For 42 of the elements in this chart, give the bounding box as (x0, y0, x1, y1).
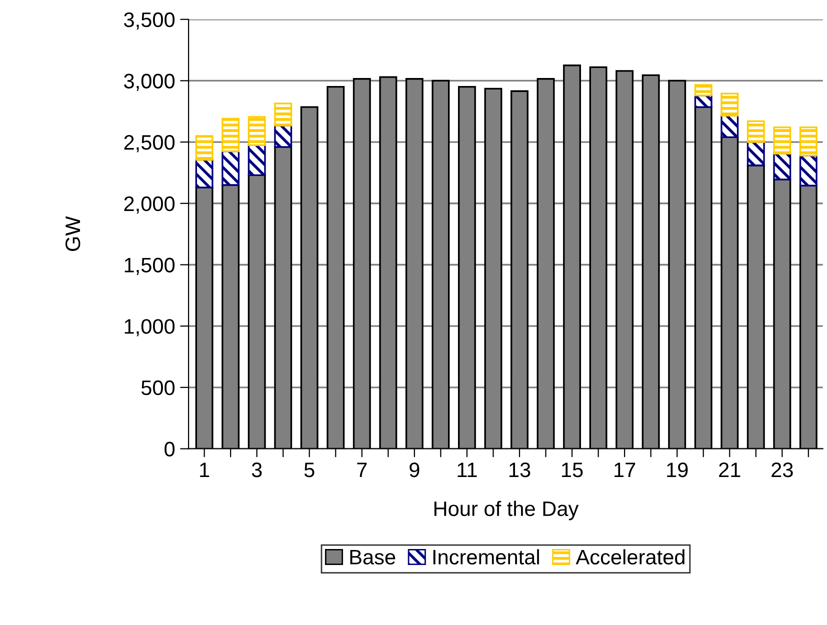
y-tick-label: 500 (141, 380, 175, 396)
bar (248, 116, 266, 146)
y-tick-label: 3,500 (124, 12, 175, 30)
bar (222, 118, 240, 152)
legend-label: Base (350, 550, 396, 565)
bar (799, 126, 818, 156)
bar (222, 150, 240, 186)
y-tick-label: 2,500 (124, 135, 175, 152)
x-tick-label: 1 (200, 462, 210, 478)
bar (274, 124, 292, 148)
x-tick-label: 21 (719, 462, 740, 478)
bar (746, 120, 765, 143)
x-tick-label: 13 (510, 462, 530, 478)
bar (694, 84, 712, 96)
bar (720, 92, 739, 117)
y-tick-label: 1,500 (124, 258, 175, 275)
bar (799, 154, 818, 186)
x-tick-label: 19 (667, 462, 688, 478)
bar (195, 135, 214, 161)
y-tick-label: 2,000 (124, 196, 175, 214)
x-tick-label: 15 (562, 462, 583, 478)
bar (746, 141, 765, 166)
y-axis-title: GW (65, 216, 80, 251)
bar (195, 159, 214, 188)
bar (248, 144, 266, 176)
y-tick-label: 3,000 (124, 74, 175, 91)
x-tick-label: 17 (614, 462, 636, 478)
bar (720, 114, 739, 138)
y-tick-label: 1,000 (124, 319, 175, 336)
x-tick-label: 23 (772, 462, 793, 478)
bar (773, 126, 792, 155)
x-tick-label: 9 (410, 462, 420, 478)
y-tick-label: 0 (164, 442, 175, 457)
x-tick-label: 11 (458, 462, 477, 478)
x-axis-title: Hour of the Day (434, 500, 579, 520)
x-tick-label: 7 (357, 462, 367, 478)
x-tick-label: 5 (304, 462, 314, 478)
x-tick-label: 3 (252, 462, 262, 478)
legend-label: Incremental (433, 549, 539, 565)
bar (773, 152, 792, 180)
bar (274, 102, 292, 126)
legend-label: Accelerated (576, 549, 684, 565)
